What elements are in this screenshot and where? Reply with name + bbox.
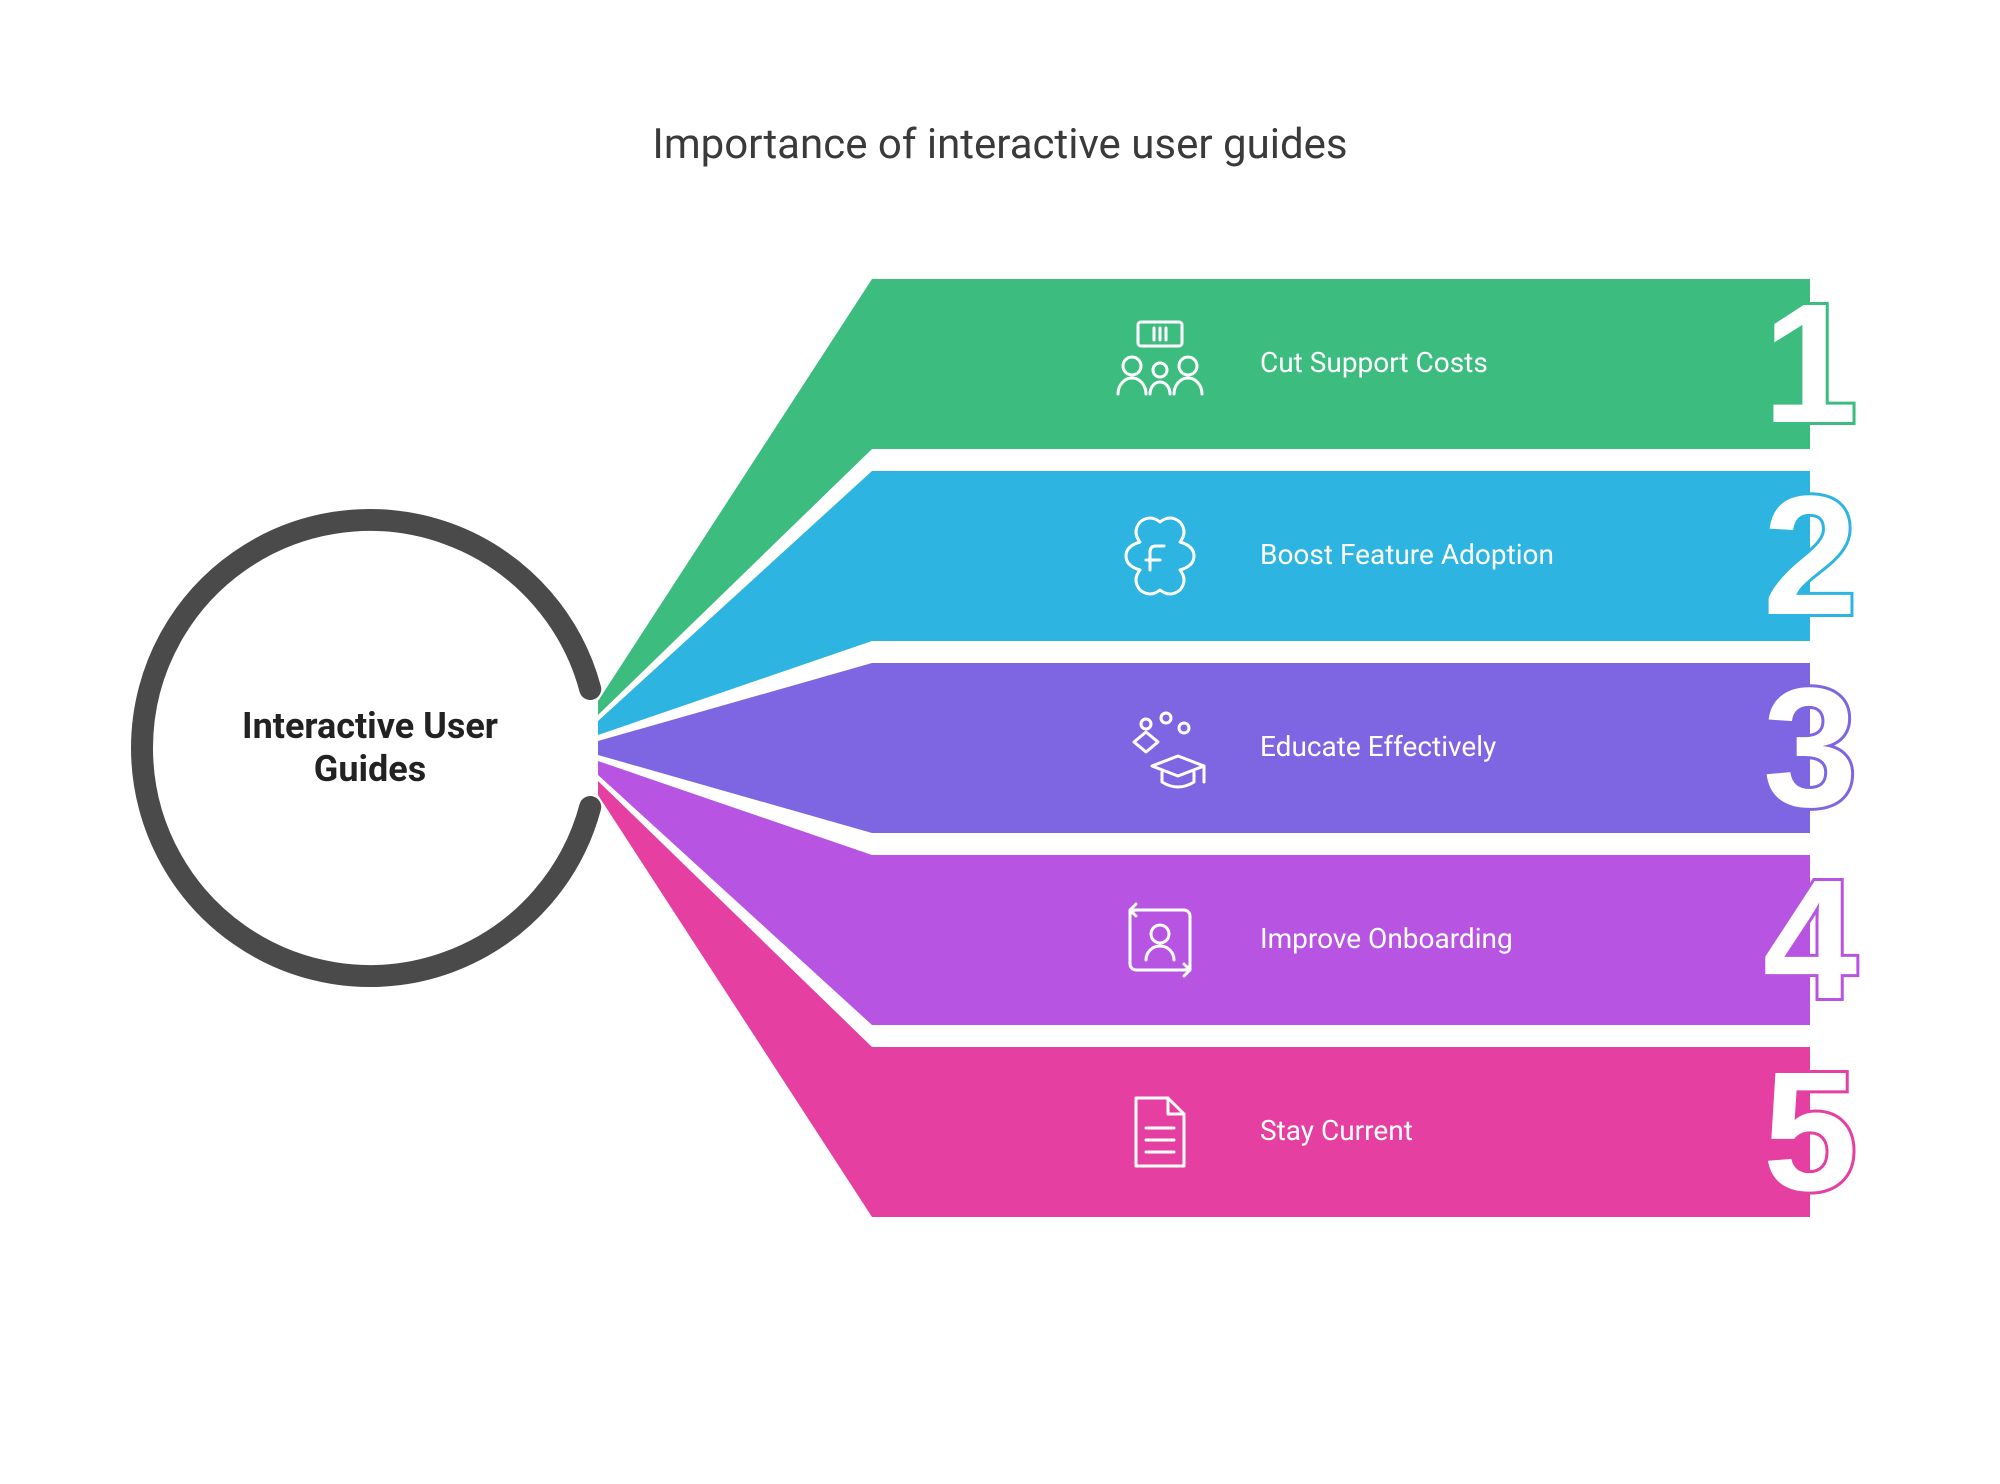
band-number-1: 1 — [1763, 269, 1858, 459]
band-number-5: 5 — [1763, 1037, 1858, 1227]
band-number-2: 2 — [1763, 461, 1858, 651]
band-number-3: 3 — [1763, 653, 1858, 843]
band-number-4: 4 — [1763, 845, 1858, 1035]
infographic-canvas: Importance of interactive user guides 54… — [0, 0, 2000, 1484]
band-3 — [598, 663, 1810, 833]
hub-label-line1: Interactive User — [242, 705, 498, 747]
band-label-5: Stay Current — [1260, 1114, 1413, 1147]
band-label-3: Educate Effectively — [1260, 730, 1496, 763]
band-label-2: Boost Feature Adoption — [1260, 538, 1554, 571]
band-label-1: Cut Support Costs — [1260, 346, 1488, 379]
hub-label: Interactive User Guides — [142, 705, 598, 791]
band-label-4: Improve Onboarding — [1260, 922, 1513, 955]
hub-label-line2: Guides — [314, 748, 426, 790]
